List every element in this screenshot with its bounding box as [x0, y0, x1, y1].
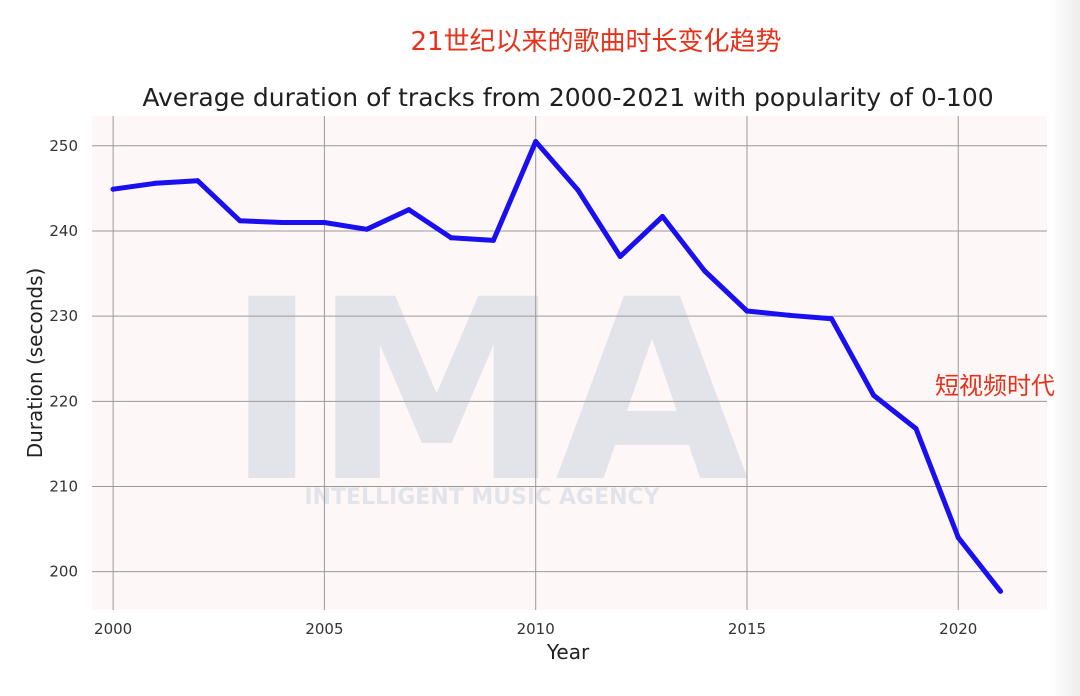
data-point: [659, 214, 665, 220]
watermark-logo: IMA: [225, 246, 748, 537]
x-tick-label: 2015: [728, 620, 766, 638]
y-tick-label: 200: [49, 563, 78, 581]
y-tick-label: 250: [49, 137, 78, 155]
data-points: [110, 139, 1004, 594]
data-point: [448, 235, 454, 241]
headline: 21世纪以来的歌曲时长变化趋势: [410, 27, 781, 57]
data-point: [955, 535, 961, 541]
chart-title: Average duration of tracks from 2000-202…: [142, 83, 993, 112]
right-edge-shadow: [1050, 0, 1080, 696]
watermark-tagline: INTELLIGENT MUSIC AGENCY: [304, 485, 660, 510]
x-tick-label: 2000: [94, 620, 132, 638]
data-point: [786, 312, 792, 318]
x-axis-label: Year: [546, 640, 590, 664]
data-point: [533, 139, 539, 145]
y-axis-label: Duration (seconds): [23, 268, 47, 459]
plot-area: [92, 116, 1047, 610]
data-point: [913, 426, 919, 432]
x-tick-label: 2010: [517, 620, 555, 638]
tick-labels: 2000 2005 2010 2015 2020 200 210 220 230 240 250: [49, 137, 977, 638]
y-tick-label: 220: [49, 392, 78, 410]
data-point: [152, 180, 158, 186]
data-point: [279, 219, 285, 225]
grid-lines: [92, 116, 1047, 610]
data-point: [406, 207, 412, 213]
data-point: [871, 392, 877, 398]
watermark: IMA INTELLIGENT MUSIC AGENCY: [225, 246, 754, 537]
y-tick-label: 230: [49, 307, 78, 325]
data-point: [364, 226, 370, 232]
data-point: [575, 187, 581, 193]
data-point: [702, 268, 708, 274]
data-point: [110, 186, 116, 192]
series-line: [110, 139, 1003, 594]
x-tick-label: 2005: [305, 620, 343, 638]
data-point: [617, 254, 623, 260]
data-point: [998, 588, 1004, 594]
data-point: [490, 237, 496, 243]
data-point: [744, 308, 750, 314]
data-point: [237, 218, 243, 224]
data-point: [828, 316, 834, 322]
data-point: [321, 219, 327, 225]
y-tick-label: 210: [49, 478, 78, 496]
y-tick-label: 240: [49, 222, 78, 240]
x-tick-label: 2020: [939, 620, 977, 638]
annotation-short-video-era: 短视频时代: [935, 372, 1055, 400]
data-point: [195, 178, 201, 184]
